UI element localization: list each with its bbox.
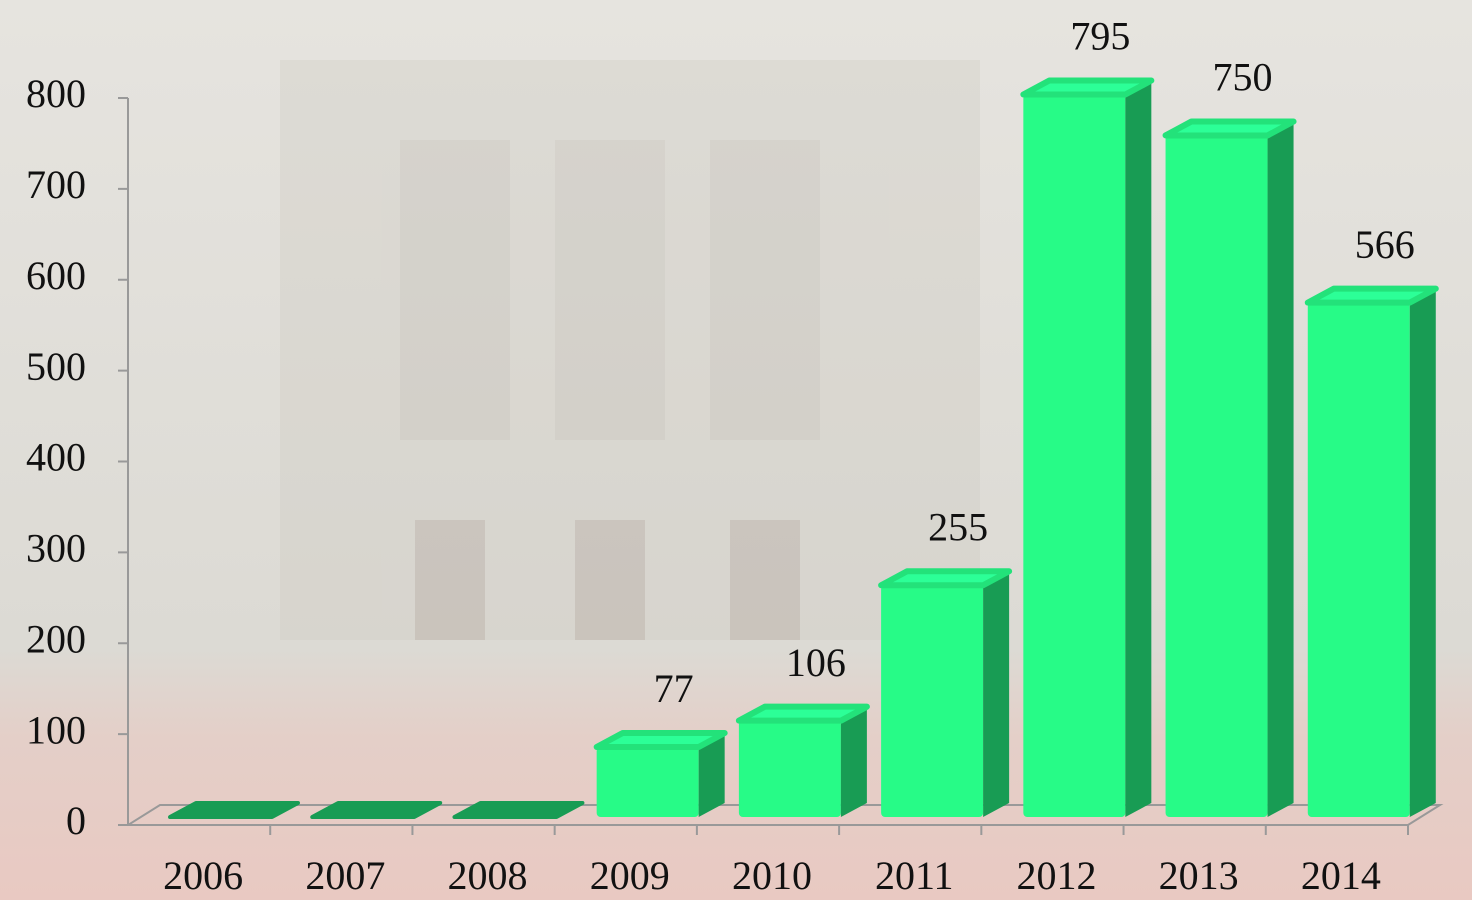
bar-side bbox=[1125, 81, 1151, 817]
x-tick-label: 2008 bbox=[448, 853, 528, 898]
x-tick-label: 2009 bbox=[590, 853, 670, 898]
bar-top bbox=[312, 803, 440, 817]
value-label: 106 bbox=[786, 640, 846, 685]
bar-top bbox=[1166, 121, 1294, 135]
bar bbox=[312, 803, 440, 817]
bar-side bbox=[841, 707, 867, 817]
value-label: 566 bbox=[1355, 222, 1415, 267]
y-tick-label: 700 bbox=[26, 162, 86, 207]
bar-side bbox=[983, 571, 1009, 817]
bar bbox=[1023, 81, 1151, 817]
x-tick-label: 2006 bbox=[163, 853, 243, 898]
bar bbox=[1166, 121, 1294, 817]
value-label: 77 bbox=[654, 666, 694, 711]
bar-top bbox=[881, 571, 1009, 585]
bar bbox=[454, 803, 582, 817]
bar bbox=[170, 803, 298, 817]
value-label: 795 bbox=[1070, 14, 1130, 59]
bar-front bbox=[597, 747, 699, 817]
bar-side bbox=[1268, 121, 1294, 817]
page: 0 100 200 300 400 500 600 700 800 2006 2007 2008 200… bbox=[0, 0, 1472, 900]
bar bbox=[597, 733, 725, 817]
y-tick-label: 600 bbox=[26, 253, 86, 298]
y-tick-label: 300 bbox=[26, 526, 86, 571]
y-tick-label: 800 bbox=[26, 71, 86, 116]
y-tick-label: 500 bbox=[26, 344, 86, 389]
value-label: 750 bbox=[1213, 55, 1273, 100]
bar bbox=[739, 707, 867, 817]
bar-front bbox=[1308, 303, 1410, 817]
y-tick-label: 0 bbox=[66, 798, 86, 843]
bar-side bbox=[1410, 289, 1436, 817]
x-tick-label: 2014 bbox=[1301, 853, 1381, 898]
building-backdrop bbox=[280, 60, 980, 640]
bar-front bbox=[881, 585, 983, 817]
x-tick-label: 2007 bbox=[305, 853, 385, 898]
value-label: 255 bbox=[928, 504, 988, 549]
bar-top bbox=[597, 733, 725, 747]
bar-front bbox=[1166, 135, 1268, 817]
bar bbox=[881, 571, 1009, 817]
x-tick-label: 2011 bbox=[875, 853, 954, 898]
y-tick-label: 100 bbox=[26, 707, 86, 752]
x-tick-label: 2012 bbox=[1016, 853, 1096, 898]
bar bbox=[1308, 289, 1436, 817]
y-tick-label: 400 bbox=[26, 435, 86, 480]
y-tick-label: 200 bbox=[26, 616, 86, 661]
bar-top bbox=[739, 707, 867, 721]
bar-front bbox=[1023, 95, 1125, 817]
bar-top bbox=[1023, 81, 1151, 95]
bar-front bbox=[739, 721, 841, 817]
bar-top bbox=[170, 803, 298, 817]
x-tick-label: 2010 bbox=[732, 853, 812, 898]
chart: 0 100 200 300 400 500 600 700 800 2006 2007 2008 200… bbox=[0, 0, 1472, 900]
bar-top bbox=[454, 803, 582, 817]
bar-top bbox=[1308, 289, 1436, 303]
x-tick-label: 2013 bbox=[1159, 853, 1239, 898]
